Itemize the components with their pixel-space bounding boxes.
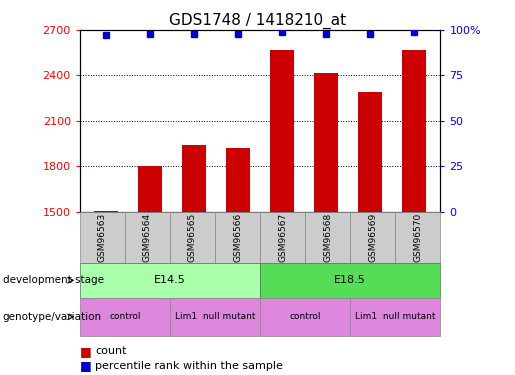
Bar: [94, 211, 118, 212]
Bar: [270, 50, 294, 212]
Text: E14.5: E14.5: [154, 275, 186, 285]
Text: development stage: development stage: [3, 275, 104, 285]
Bar: [314, 73, 338, 212]
Bar: [226, 148, 250, 212]
Text: ■: ■: [80, 359, 92, 372]
Text: GSM96563: GSM96563: [98, 213, 107, 262]
Bar: [182, 145, 206, 212]
Text: percentile rank within the sample: percentile rank within the sample: [95, 361, 283, 370]
Text: E18.5: E18.5: [334, 275, 366, 285]
Text: GDS1748 / 1418210_at: GDS1748 / 1418210_at: [169, 13, 346, 29]
Text: Lim1  null mutant: Lim1 null mutant: [175, 312, 255, 321]
Bar: [402, 50, 426, 212]
Text: GSM96564: GSM96564: [143, 213, 152, 262]
Text: genotype/variation: genotype/variation: [3, 312, 101, 322]
Text: control: control: [289, 312, 321, 321]
Text: GSM96570: GSM96570: [414, 213, 422, 262]
Bar: [138, 166, 162, 212]
Text: GSM96565: GSM96565: [188, 213, 197, 262]
Text: control: control: [109, 312, 141, 321]
Text: count: count: [95, 346, 127, 356]
Text: GSM96567: GSM96567: [278, 213, 287, 262]
Text: GSM96568: GSM96568: [323, 213, 332, 262]
Text: GSM96569: GSM96569: [368, 213, 377, 262]
Text: ■: ■: [80, 345, 92, 358]
Text: Lim1  null mutant: Lim1 null mutant: [355, 312, 436, 321]
Bar: [358, 92, 382, 212]
Text: GSM96566: GSM96566: [233, 213, 242, 262]
